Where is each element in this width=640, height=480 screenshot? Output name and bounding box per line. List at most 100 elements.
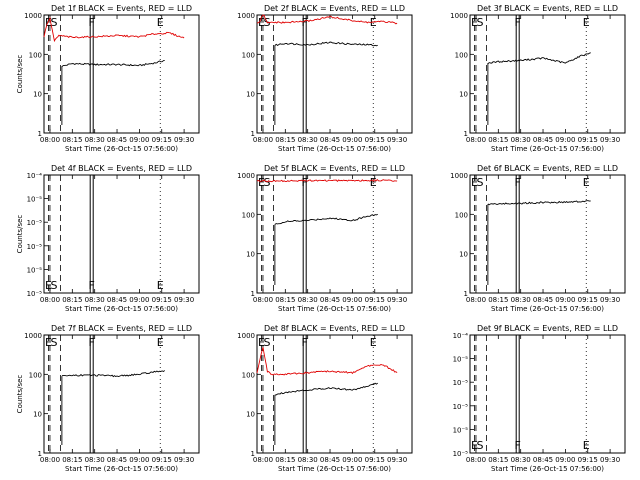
y-tick-label: 10⁻⁵ xyxy=(453,356,469,364)
plot-frame xyxy=(256,334,413,454)
x-tick-label: 09:30 xyxy=(387,136,407,144)
x-tick-label: 08:30 xyxy=(85,456,105,464)
x-tick-label: 09:00 xyxy=(129,296,149,304)
x-axis-label: Start Time (26-Oct-15 07:56:00) xyxy=(278,465,391,473)
y-tick-label: 100 xyxy=(242,371,255,379)
events-series-line xyxy=(487,52,591,65)
x-axis-label: Start Time (26-Oct-15 07:56:00) xyxy=(278,145,391,153)
x-tick-label: 08:15 xyxy=(62,456,82,464)
flag-letter: F xyxy=(515,16,521,29)
y-tick-label: 10⁻⁵ xyxy=(27,266,43,274)
y-tick-label: 1000 xyxy=(237,12,255,20)
flag-letter: F xyxy=(515,439,521,452)
x-tick-label: 08:15 xyxy=(275,296,295,304)
x-tick-label: 09:00 xyxy=(129,456,149,464)
events-series-line xyxy=(274,213,378,225)
x-tick-label: 09:30 xyxy=(600,136,620,144)
y-tick-label: 10⁻⁴ xyxy=(453,332,469,340)
plot-frame xyxy=(469,334,626,454)
flag-letter: E xyxy=(258,16,265,29)
x-tick-label: 09:00 xyxy=(555,136,575,144)
flag-letter: E xyxy=(583,16,590,29)
x-tick-label: 08:15 xyxy=(62,136,82,144)
flag-letter: E xyxy=(45,16,52,29)
y-tick-label: 100 xyxy=(242,51,255,59)
y-axis-label: Counts/sec xyxy=(16,375,24,414)
x-tick-label: 09:15 xyxy=(152,136,172,144)
x-tick-label: 08:15 xyxy=(275,136,295,144)
x-tick-label: 09:30 xyxy=(174,456,194,464)
x-axis-label: Start Time (26-Oct-15 07:56:00) xyxy=(491,465,604,473)
flag-letter: E xyxy=(471,16,478,29)
flag-letter: E xyxy=(258,336,265,349)
y-tick-label: 100 xyxy=(455,51,468,59)
y-tick-label: 100 xyxy=(455,211,468,219)
x-tick-label: 09:30 xyxy=(174,296,194,304)
flag-letter: S xyxy=(263,176,270,189)
y-tick-label: 1 xyxy=(251,450,255,458)
x-tick-label: 08:15 xyxy=(275,456,295,464)
y-tick-label: 1 xyxy=(464,130,468,138)
flag-letter: S xyxy=(476,439,483,452)
x-tick-label: 09:30 xyxy=(174,136,194,144)
flag-letter: F xyxy=(515,176,521,189)
x-tick-label: 09:30 xyxy=(600,456,620,464)
x-tick-label: 08:30 xyxy=(298,136,318,144)
plot-frame xyxy=(256,174,413,294)
x-tick-label: 09:00 xyxy=(342,136,362,144)
plot-frame xyxy=(469,174,626,294)
x-tick-label: 09:00 xyxy=(555,456,575,464)
x-axis-label: Start Time (26-Oct-15 07:56:00) xyxy=(491,145,604,153)
flag-letter: E xyxy=(583,439,590,452)
y-tick-label: 10⁻⁴ xyxy=(27,172,43,180)
x-tick-label: 08:15 xyxy=(488,136,508,144)
flag-letter: E xyxy=(370,176,377,189)
flag-letter: E xyxy=(157,279,164,292)
x-tick-label: 08:45 xyxy=(107,136,127,144)
y-tick-label: 1 xyxy=(251,130,255,138)
x-axis-label: Start Time (26-Oct-15 07:56:00) xyxy=(491,305,604,313)
panel-title: Det 2f BLACK = Events, RED = LLD xyxy=(264,4,405,13)
x-tick-label: 09:00 xyxy=(555,296,575,304)
panel-title: Det 5f BLACK = Events, RED = LLD xyxy=(264,164,405,173)
x-tick-label: 08:00 xyxy=(40,296,60,304)
flag-letter: E xyxy=(583,176,590,189)
x-tick-label: 08:30 xyxy=(511,136,531,144)
flag-letter: E xyxy=(258,176,265,189)
flag-letter: E xyxy=(45,279,52,292)
x-tick-label: 08:45 xyxy=(533,296,553,304)
y-axis-label: Counts/sec xyxy=(16,55,24,94)
y-tick-label: 10⁻⁵ xyxy=(453,379,469,387)
x-tick-label: 08:45 xyxy=(107,456,127,464)
x-tick-label: 08:45 xyxy=(320,136,340,144)
flag-letter: E xyxy=(370,336,377,349)
x-tick-label: 08:30 xyxy=(511,296,531,304)
flag-letter: S xyxy=(263,336,270,349)
flag-letter: F xyxy=(302,336,308,349)
y-tick-label: 1000 xyxy=(24,332,42,340)
y-tick-label: 100 xyxy=(242,211,255,219)
plot-frame xyxy=(469,14,626,134)
x-tick-label: 09:15 xyxy=(152,296,172,304)
flag-letter: E xyxy=(471,439,478,452)
y-tick-label: 10 xyxy=(246,91,255,99)
events-series-line xyxy=(61,59,165,68)
y-tick-label: 1000 xyxy=(237,332,255,340)
x-tick-label: 08:30 xyxy=(511,456,531,464)
y-tick-label: 1 xyxy=(251,290,255,298)
y-tick-label: 10 xyxy=(246,411,255,419)
y-tick-label: 100 xyxy=(29,371,42,379)
events-series-line xyxy=(274,41,378,47)
x-tick-label: 08:00 xyxy=(253,136,273,144)
panel-title: Det 3f BLACK = Events, RED = LLD xyxy=(477,4,618,13)
flag-letter: F xyxy=(89,336,95,349)
x-tick-label: 08:15 xyxy=(62,296,82,304)
x-tick-label: 09:00 xyxy=(342,456,362,464)
